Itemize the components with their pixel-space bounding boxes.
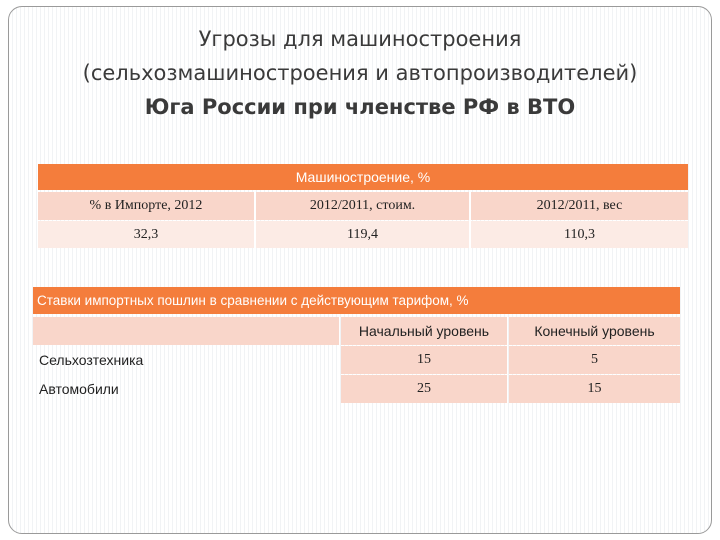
- table-header: Машиностроение, %: [38, 164, 688, 190]
- table-cell: 15: [341, 346, 507, 374]
- table-header: Ставки импортных пошлин в сравнении с де…: [33, 287, 680, 314]
- slide: [8, 6, 712, 534]
- table-cell: 25: [341, 375, 507, 403]
- column-header: [33, 317, 339, 345]
- table-cell: 119,4: [256, 221, 469, 248]
- table-cell: 5: [509, 346, 680, 374]
- column-header: 2012/2011, вес: [471, 192, 688, 220]
- row-label: Автомобили: [39, 381, 119, 397]
- column-header: Начальный уровень: [341, 317, 507, 345]
- column-header: % в Импорте, 2012: [38, 192, 254, 220]
- table-cell: 32,3: [38, 221, 254, 248]
- slide-title: Угрозы для машиностроения (сельхозмашино…: [30, 22, 690, 124]
- column-header: Конечный уровень: [509, 317, 680, 345]
- title-line: Юга России при членстве РФ в ВТО: [144, 95, 576, 119]
- table-cell: 15: [509, 375, 680, 403]
- table-cell: 110,3: [471, 221, 688, 248]
- row-label: Сельхозтехника: [39, 352, 144, 368]
- title-line: Угрозы для машиностроения: [198, 27, 522, 51]
- column-header: 2012/2011, стоим.: [256, 192, 469, 220]
- title-line: (сельхозмашиностроения и автопроизводите…: [82, 61, 638, 85]
